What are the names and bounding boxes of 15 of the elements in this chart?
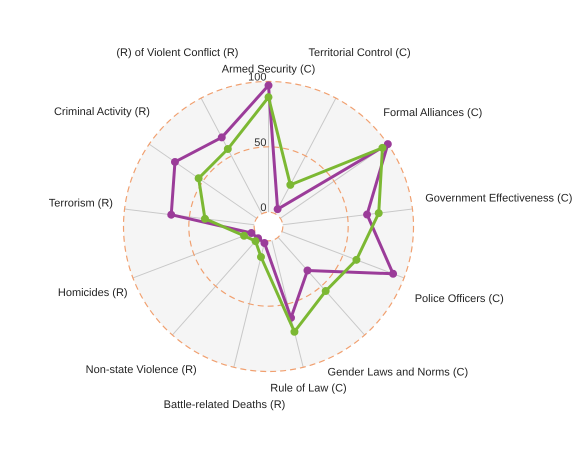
spoke-label: (R) of Violent Conflict (R) bbox=[116, 46, 238, 59]
spoke-label: Battle-related Deaths (R) bbox=[164, 399, 286, 412]
y-tick-label: 50 bbox=[254, 136, 267, 149]
y-tick-label: 100 bbox=[248, 72, 267, 84]
spoke-label: Formal Alliances (C) bbox=[383, 106, 482, 119]
spoke-label: Terrorism (R) bbox=[48, 198, 113, 210]
spoke-label: Non-state Violence (R) bbox=[86, 364, 197, 376]
spoke-label: Gender Laws and Norms (C) bbox=[328, 366, 468, 378]
spoke-label: Rule of Law (C) bbox=[270, 382, 347, 395]
spoke-label: Criminal Activity (R) bbox=[54, 106, 150, 118]
spoke-label: Police Officers (C) bbox=[414, 292, 504, 305]
y-tick-label: 0 bbox=[260, 202, 267, 214]
spoke-label: Government Effectiveness (C) bbox=[425, 192, 572, 205]
spoke-label: Homicides (R) bbox=[58, 287, 128, 300]
spoke-label: Territorial Control (C) bbox=[308, 46, 411, 59]
